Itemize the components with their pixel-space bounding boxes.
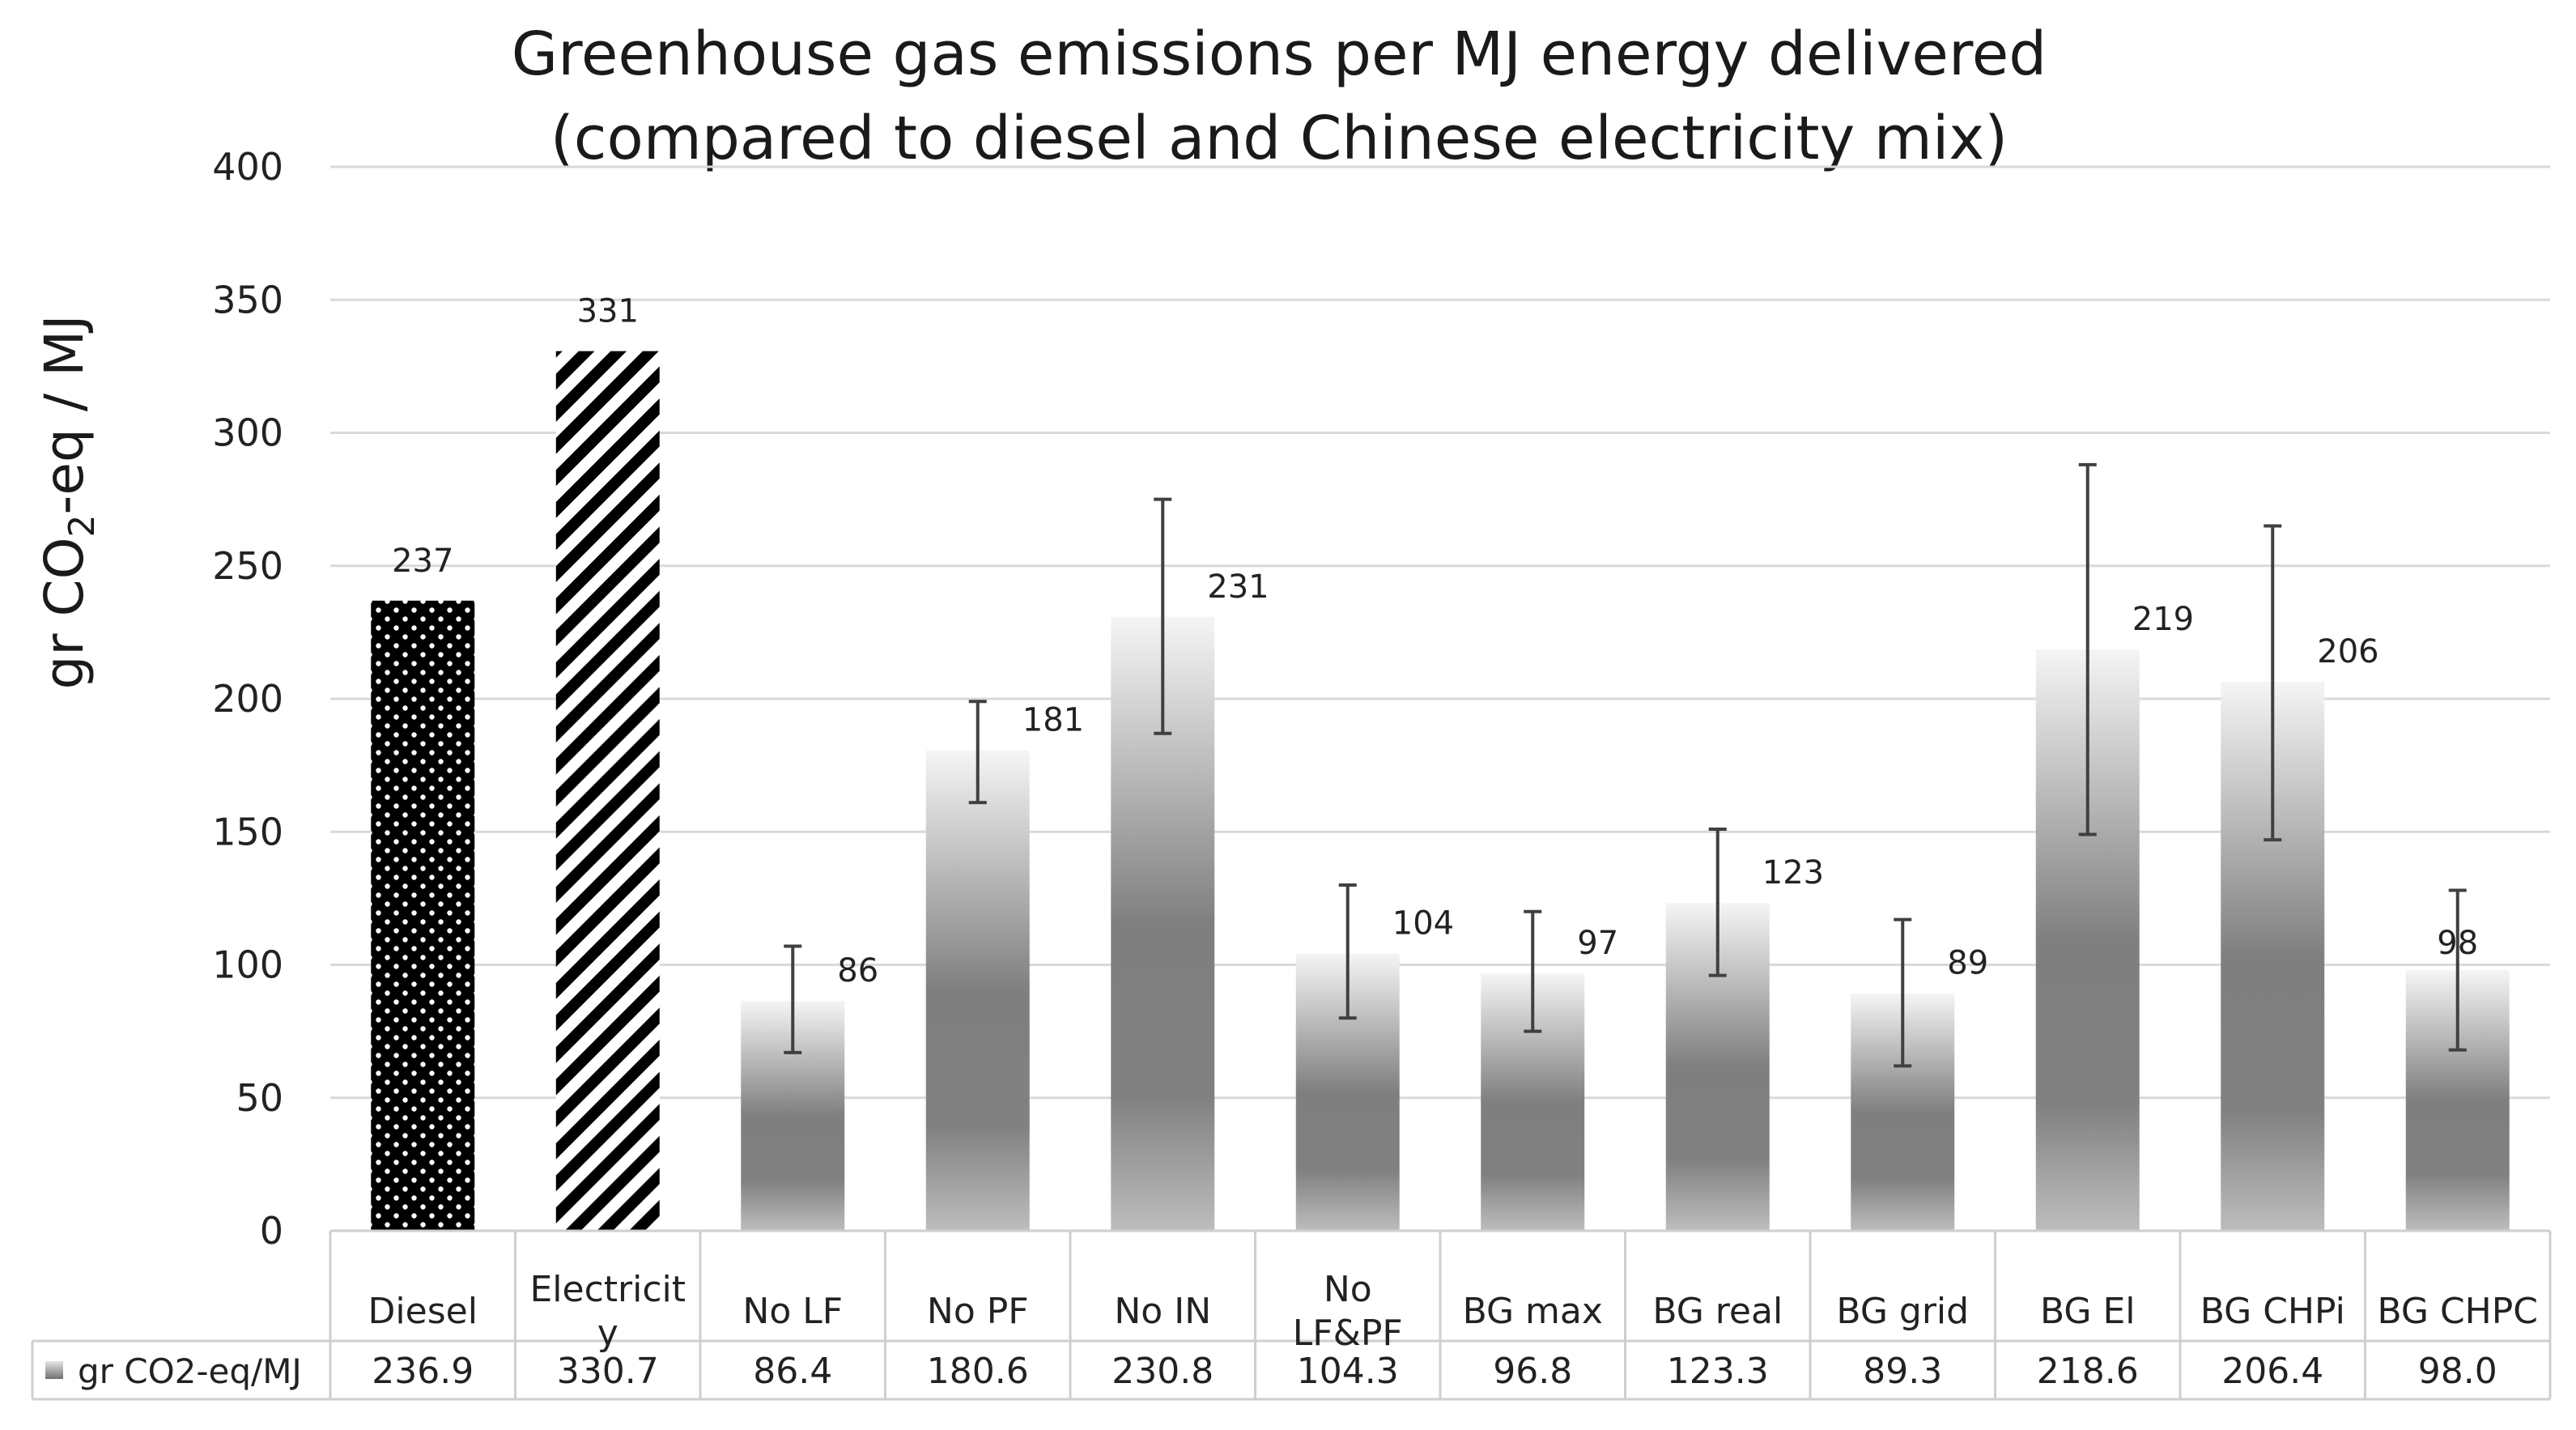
y-tick-label-50: 50 [236, 1076, 283, 1120]
legend-swatch [45, 1361, 63, 1379]
category-label-1-line-1: y [597, 1313, 618, 1354]
table-value-3: 180.6 [927, 1351, 1029, 1392]
y-tick-label-150: 150 [212, 810, 283, 853]
category-label-1-line-0: Electricit [529, 1269, 686, 1310]
y-tick-label-200: 200 [212, 677, 283, 721]
data-label-8: 89 [1947, 945, 1988, 982]
data-label-10: 206 [2317, 633, 2378, 670]
table-value-5: 104.3 [1297, 1351, 1399, 1392]
category-label-5-line-0: No [1324, 1269, 1372, 1310]
table-value-6: 96.8 [1493, 1351, 1572, 1392]
y-tick-label-400: 400 [212, 145, 283, 189]
table-value-4: 230.8 [1112, 1351, 1214, 1392]
table-value-10: 206.4 [2221, 1351, 2323, 1392]
category-label-11: BG CHPC [2377, 1291, 2538, 1332]
data-label-3: 181 [1022, 702, 1084, 739]
data-label-9: 219 [2132, 601, 2194, 638]
data-label-5: 104 [1392, 904, 1454, 942]
category-label-3: No PF [927, 1291, 1029, 1332]
category-label-5-line-1: LF&PF [1293, 1313, 1403, 1354]
table-value-11: 98.0 [2418, 1351, 2497, 1392]
y-tick-label-0: 0 [260, 1209, 283, 1253]
bars [371, 351, 2510, 1231]
data-label-11: 98 [2437, 925, 2478, 962]
chart-title: Greenhouse gas emissions per MJ energy d… [512, 19, 2047, 89]
category-label-9: BG El [2040, 1291, 2136, 1332]
category-label-8: BG grid [1836, 1291, 1969, 1332]
category-label-2: No LF [742, 1291, 843, 1332]
y-axis-ticks: 0 50 100 150 200 250 300 350 400 [212, 145, 283, 1253]
data-label-6: 97 [1577, 925, 1618, 962]
data-label-1: 331 [577, 293, 639, 330]
y-tick-label-350: 350 [212, 278, 283, 321]
category-label-4: No IN [1114, 1291, 1211, 1332]
y-tick-label-300: 300 [212, 411, 283, 455]
table-value-2: 86.4 [753, 1351, 832, 1392]
gridlines [330, 165, 2550, 1100]
table-value-1: 330.7 [557, 1351, 659, 1392]
data-label-0: 237 [392, 543, 453, 580]
y-axis-label: gr CO2-eq / MJ [33, 315, 103, 690]
table-value-0: 236.9 [372, 1351, 474, 1392]
table-value-7: 123.3 [1667, 1351, 1769, 1392]
error-bars [784, 462, 2467, 1068]
data-labels: 237 331 86 181 231 104 97 123 89 219 206 98 [392, 293, 2478, 990]
data-label-2: 86 [837, 952, 878, 990]
category-label-6: BG max [1463, 1291, 1603, 1332]
table-value-9: 218.6 [2037, 1351, 2139, 1392]
category-label-7: BG real [1652, 1291, 1783, 1332]
legend-entry: gr CO2-eq/MJ [78, 1351, 302, 1391]
data-label-7: 123 [1762, 854, 1824, 892]
table-value-8: 89.3 [1863, 1351, 1942, 1392]
bar-1 [555, 351, 660, 1231]
y-tick-label-100: 100 [212, 943, 283, 987]
category-label-0: Diesel [368, 1291, 478, 1332]
bar-0 [371, 600, 475, 1231]
y-tick-label-250: 250 [212, 544, 283, 588]
data-table: gr CO2-eq/MJ Diesel 236.9 Electricity330.7… [31, 1229, 2552, 1401]
data-label-4: 231 [1207, 568, 1269, 606]
bar-3 [925, 750, 1030, 1231]
category-label-10: BG CHPi [2200, 1291, 2345, 1332]
chart-subtitle: (compared to diesel and Chinese electric… [550, 104, 2008, 173]
